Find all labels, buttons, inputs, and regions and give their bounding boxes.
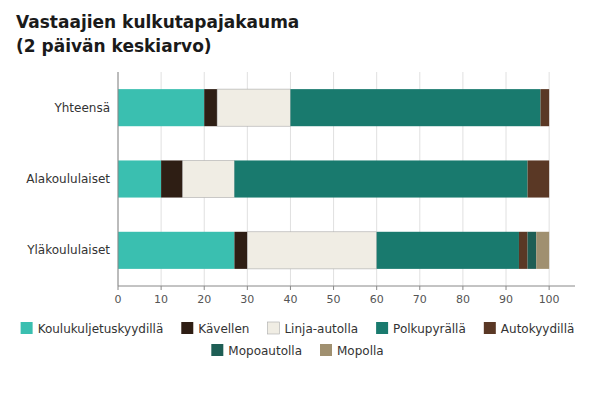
category-label: Yhteensä [53, 101, 110, 115]
subtitle: (2 päivän keskiarvo) [16, 36, 212, 56]
bar-segment [528, 232, 537, 269]
grid-line [118, 72, 119, 286]
legend-item: Mopoautolla [211, 344, 302, 358]
bar-segment [183, 160, 235, 197]
tick-mark [376, 286, 377, 290]
bar-segment [377, 232, 519, 269]
legend-label: Kävellen [198, 322, 249, 336]
tick-label: 40 [283, 293, 297, 306]
grid [118, 72, 549, 286]
bar-segment [290, 89, 540, 126]
legend-label: Koulukuljetuskyydillä [38, 322, 164, 336]
tick-label: 50 [327, 293, 341, 306]
tick-label: 60 [370, 293, 384, 306]
legend-swatch [181, 322, 193, 334]
bar-segment [234, 160, 527, 197]
bar-segment [528, 160, 550, 197]
tick-label: 20 [197, 293, 211, 306]
tick-mark [462, 286, 463, 290]
bar-segment [519, 232, 528, 269]
y-axis-line [118, 72, 119, 286]
tick-label: 90 [499, 293, 513, 306]
legend-label: Polkupyrällä [393, 322, 466, 336]
tick-label: 0 [115, 293, 122, 306]
legend-swatch [320, 344, 332, 356]
tick-mark [419, 286, 420, 290]
bar-segment [549, 160, 550, 197]
bar-segment [549, 89, 550, 126]
tick-label: 30 [240, 293, 254, 306]
legend-swatch [21, 322, 33, 334]
legend-item: Koulukuljetuskyydillä [21, 322, 164, 336]
tick-mark [290, 286, 291, 290]
bar-segment [549, 160, 550, 197]
bar-segment [161, 160, 183, 197]
category-label: Yläkoululaiset [26, 243, 110, 257]
bar-segment [234, 232, 247, 269]
bar-segment [118, 160, 161, 197]
legend-swatch [211, 344, 223, 356]
x-axis-line [118, 286, 575, 287]
legend-item: Mopolla [320, 344, 384, 358]
tick-mark [247, 286, 248, 290]
tick-label: 100 [539, 293, 560, 306]
legend-swatch [484, 322, 496, 334]
title: Vastaajien kulkutapajakauma [16, 12, 299, 32]
tick-mark [333, 286, 334, 290]
bar-segment [118, 89, 204, 126]
bar-segment [118, 232, 234, 269]
bar-segment [541, 89, 550, 126]
legend-item: Linja-autolla [267, 322, 358, 336]
chart: Vastaajien kulkutapajakauma (2 päivän kes… [0, 0, 595, 399]
tick-mark [204, 286, 205, 290]
tick-label: 70 [413, 293, 427, 306]
legend-swatch [376, 322, 388, 334]
category-label: Alakoululaiset [26, 172, 110, 186]
legend: Koulukuljetuskyydillä Kävellen Linja-autol… [21, 322, 575, 358]
legend-swatch [267, 322, 279, 334]
bars [118, 89, 549, 269]
tick-label: 10 [154, 293, 168, 306]
legend-label: Mopolla [337, 344, 384, 358]
tick-label: 80 [456, 293, 470, 306]
legend-label: Linja-autolla [284, 322, 358, 336]
legend-item: Kävellen [181, 322, 249, 336]
legend-item: Autokyydillä [484, 322, 575, 336]
bar-segment [536, 232, 549, 269]
tick-mark [549, 286, 550, 290]
tick-mark [118, 286, 119, 290]
tick-mark [161, 286, 162, 290]
bar-segment [549, 89, 550, 126]
tick-mark [506, 286, 507, 290]
legend-label: Autokyydillä [501, 322, 575, 336]
legend-item: Polkupyrällä [376, 322, 466, 336]
bar-segment [247, 232, 376, 269]
legend-label: Mopoautolla [228, 344, 302, 358]
bar-segment [204, 89, 217, 126]
bar-segment [217, 89, 290, 126]
